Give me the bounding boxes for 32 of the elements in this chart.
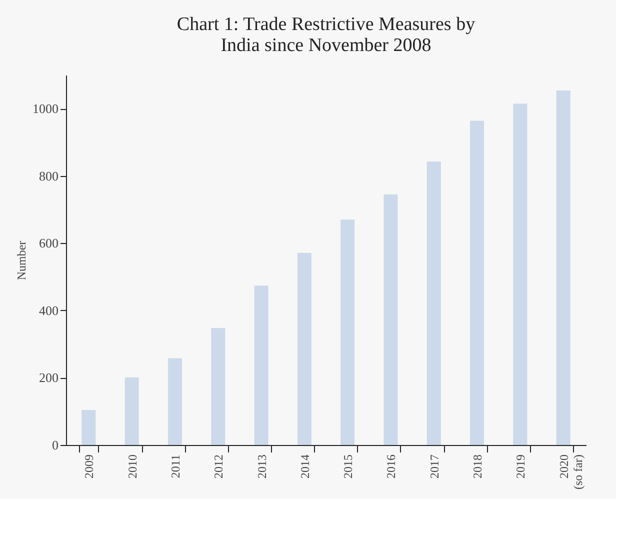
bar <box>384 194 398 445</box>
x-tick-label: 2015 <box>341 454 356 478</box>
x-tick-label: 2009 <box>82 454 96 478</box>
bar <box>124 377 139 445</box>
x-tick-label: 2020 (so far) <box>556 454 585 490</box>
x-tick-label: 2011 <box>168 454 182 478</box>
x-tick-label: 2013 <box>254 454 269 478</box>
x-tick-label: 2012 <box>212 454 226 478</box>
bar <box>82 410 96 445</box>
bar <box>168 358 182 445</box>
bar <box>211 328 226 445</box>
y-tick-label: 0 <box>52 438 58 452</box>
x-tick-label: 2017 <box>427 454 442 478</box>
bar <box>513 104 528 445</box>
x-tick-label: 2010 <box>125 454 140 478</box>
x-tick-label: 2016 <box>384 454 398 478</box>
y-tick-label: 800 <box>39 168 58 184</box>
y-tick-label: 600 <box>39 236 58 251</box>
y-axis-title: Number <box>14 240 28 280</box>
y-tick-label: 400 <box>39 302 58 318</box>
bar <box>297 252 312 445</box>
y-tick-label: 200 <box>39 370 58 386</box>
bar <box>470 120 484 445</box>
y-tick-label: 1000 <box>32 101 58 116</box>
bar <box>254 286 268 445</box>
x-tick-label: 2014 <box>298 454 312 478</box>
x-tick-label: 2019 <box>514 454 528 478</box>
x-tick-label: 2018 <box>470 454 485 478</box>
chart-title: Chart 1: Trade Restrictive Measures by India since November 2008 <box>176 14 476 56</box>
bar <box>426 161 441 445</box>
bar <box>340 220 355 445</box>
bar <box>556 90 570 445</box>
